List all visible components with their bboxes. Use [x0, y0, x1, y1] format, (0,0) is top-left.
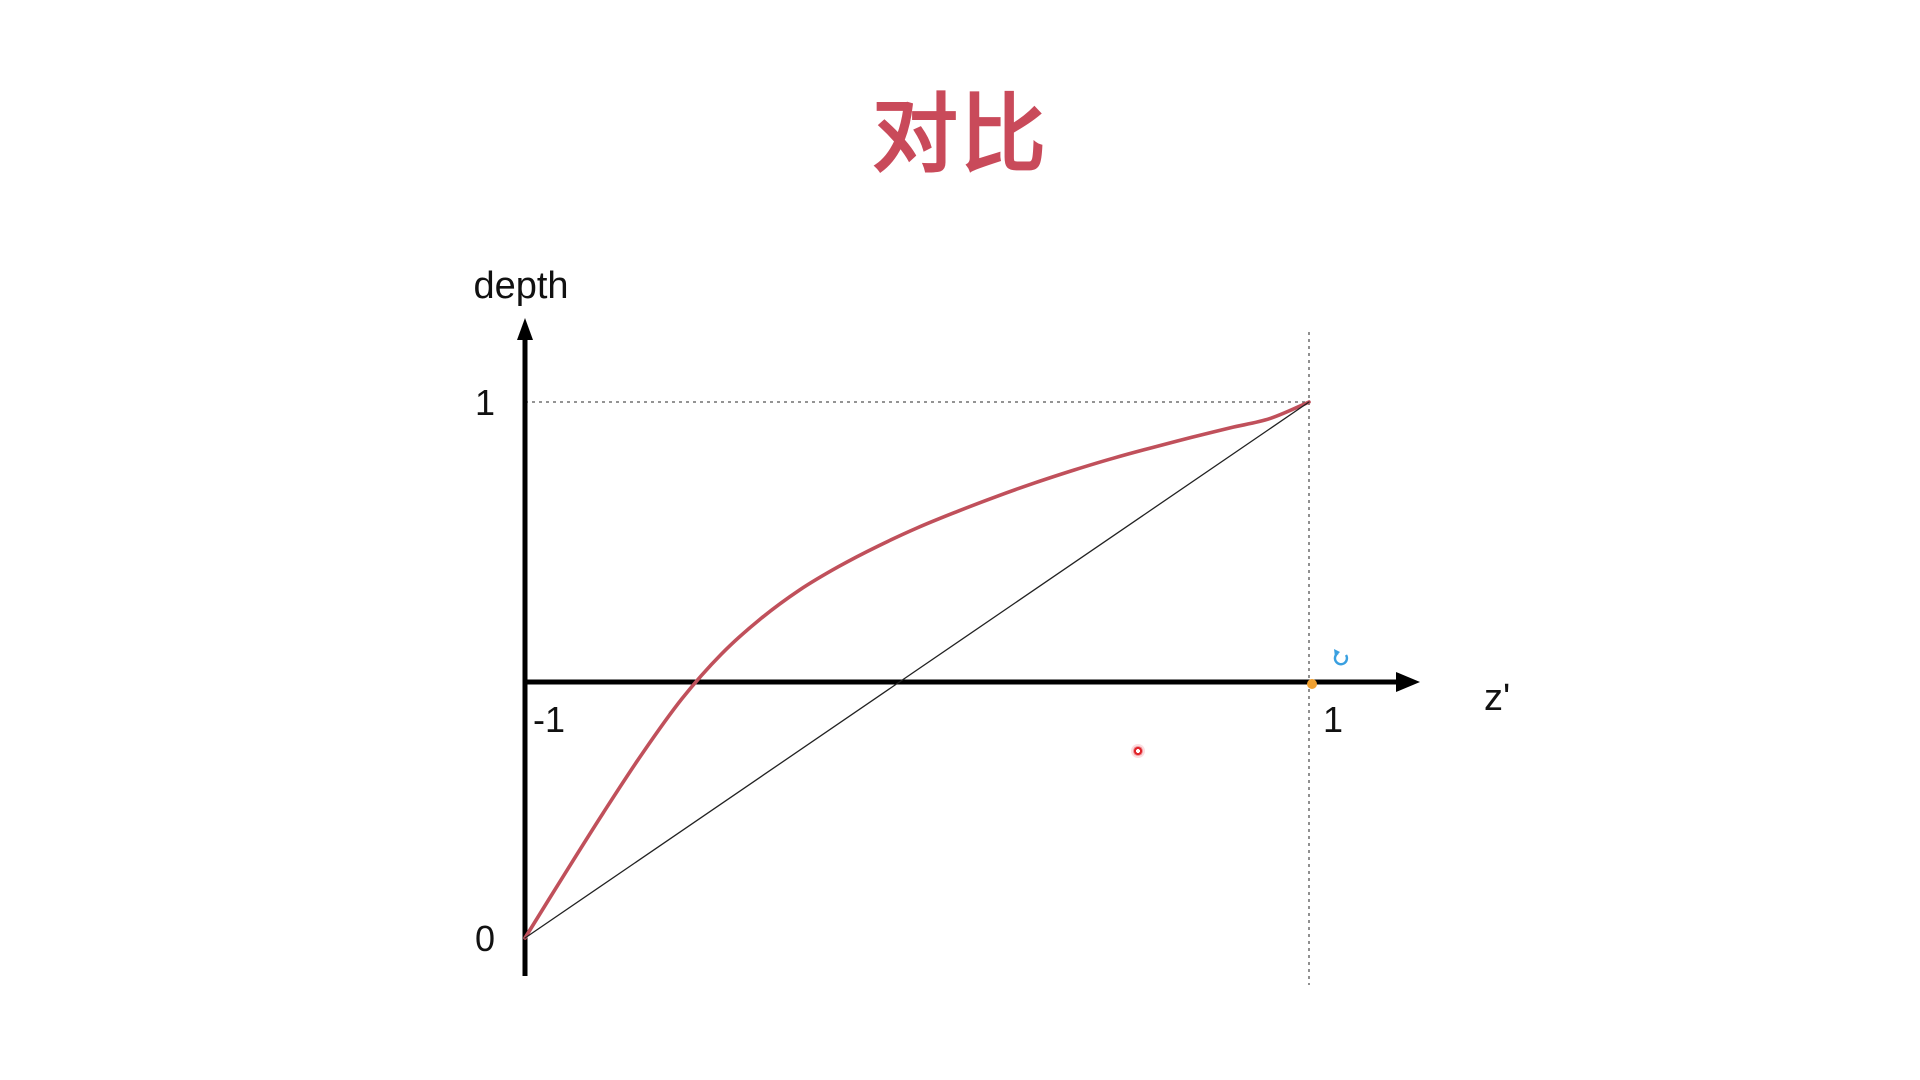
y-axis-label: depth	[473, 265, 568, 307]
label-layer: depth z'	[473, 265, 1510, 719]
rotate-handle-icon[interactable]	[1333, 649, 1349, 666]
x-tick-label: -1	[533, 699, 565, 740]
marker-layer	[1307, 649, 1349, 689]
laser-pointer-dot	[1131, 744, 1145, 758]
x-tick-label: 1	[1323, 699, 1343, 740]
series-linear-reference	[524, 401, 1310, 939]
x-axis-label: z'	[1484, 677, 1510, 719]
axes-layer	[517, 318, 1420, 976]
reference-lines-layer	[525, 332, 1310, 985]
y-tick-label: 1	[475, 382, 495, 423]
end-point-marker	[1307, 679, 1317, 689]
slide-title: 对比	[872, 85, 1048, 185]
series-layer	[523, 400, 1311, 940]
y-axis-arrowhead	[517, 318, 533, 340]
y-tick-label: 0	[475, 918, 495, 959]
series-depth-curve	[523, 400, 1311, 940]
x-axis-arrowhead	[1396, 672, 1420, 692]
tick-label-layer: 0 1 -1 1	[475, 382, 1343, 959]
